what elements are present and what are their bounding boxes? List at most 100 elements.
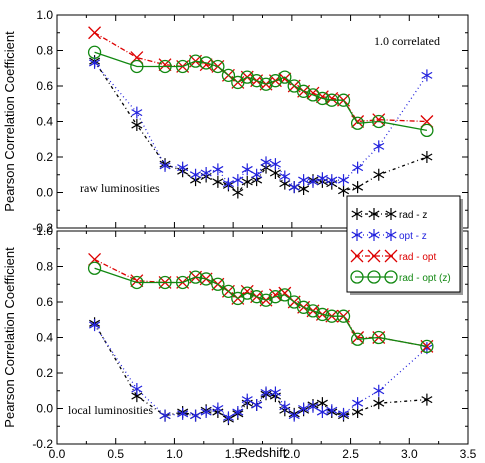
- data-point: [288, 409, 300, 422]
- data-point: [268, 74, 283, 88]
- data-point: [338, 184, 350, 197]
- data-point: [278, 70, 292, 84]
- panel-bottom-series-opt-z: [89, 319, 433, 424]
- data-point: [249, 74, 264, 88]
- panel-top-ytick-label: 0.2: [36, 150, 53, 164]
- data-point: [222, 411, 234, 424]
- data-point: [190, 409, 202, 422]
- legend-marker: [350, 249, 364, 263]
- data-point: [87, 45, 102, 59]
- data-point: [211, 59, 225, 74]
- data-point: [278, 288, 292, 302]
- data-point: [326, 404, 338, 417]
- legend-marker: [351, 229, 363, 241]
- data-point: [296, 84, 311, 98]
- panel-top-series-rad-opt-z: [87, 45, 434, 138]
- data-point: [88, 26, 102, 40]
- data-point: [240, 70, 254, 84]
- legend-entry: rad - opt: [350, 249, 436, 263]
- data-point: [260, 156, 272, 169]
- data-point: [279, 170, 291, 183]
- data-point: [338, 174, 350, 187]
- data-point: [268, 290, 283, 304]
- data-point: [131, 106, 143, 119]
- data-point: [288, 181, 300, 194]
- data-point: [260, 386, 272, 399]
- data-point: [315, 91, 330, 106]
- data-point: [338, 407, 350, 420]
- panel-top-ytick-label: 0.8: [36, 44, 53, 58]
- panel-top-ytick-label: -0.2: [32, 221, 53, 235]
- panel-bottom-xtick-label: 3.5: [460, 447, 477, 461]
- data-point: [240, 286, 254, 300]
- panel-bottom-xtick-label: 3.0: [401, 447, 418, 461]
- legend-marker: [384, 249, 398, 263]
- data-point: [420, 339, 434, 354]
- series-line: [94, 51, 428, 132]
- data-point: [373, 140, 385, 153]
- panel-bottom-xtick-label: 2.5: [342, 447, 359, 461]
- data-point: [279, 400, 291, 413]
- data-point: [89, 319, 101, 332]
- panel-bottom-xtick-label: 2.0: [284, 447, 301, 461]
- data-point: [325, 91, 339, 105]
- data-point: [372, 330, 386, 345]
- data-point: [159, 159, 171, 172]
- data-point: [306, 88, 320, 102]
- panel-top-series-opt-z: [89, 56, 433, 194]
- panel-bottom-xlabel: Redshift: [239, 445, 287, 460]
- data-point: [131, 382, 143, 395]
- data-point: [298, 402, 310, 415]
- panel-bottom-ytick-label: 1.0: [36, 224, 53, 238]
- data-point: [326, 174, 338, 187]
- panel-top-ytick-label: 0.6: [36, 79, 53, 93]
- data-point: [222, 177, 234, 190]
- data-point: [200, 406, 212, 419]
- data-point: [232, 406, 244, 419]
- data-point: [269, 158, 281, 171]
- data-point: [316, 406, 328, 419]
- data-point: [316, 172, 328, 185]
- data-point: [212, 175, 224, 188]
- data-point: [241, 163, 253, 176]
- legend-label: rad - z: [399, 210, 427, 221]
- panel-bottom-xtick-label: 0.0: [49, 447, 66, 461]
- data-point: [249, 290, 264, 304]
- annotation-correlated: 1.0 correlated: [374, 34, 440, 48]
- data-point: [373, 384, 385, 397]
- legend-label: rad - opt: [399, 252, 436, 263]
- data-point: [158, 275, 172, 290]
- data-point: [232, 186, 244, 199]
- legend-entry: opt - z: [351, 229, 427, 242]
- panel-bottom-ytick-label: 0.4: [36, 331, 53, 345]
- panel-bottom-series-rad-opt-z: [87, 261, 434, 354]
- legend-marker: [368, 229, 380, 241]
- data-point: [241, 175, 253, 188]
- series-line: [94, 267, 428, 348]
- data-point: [175, 275, 190, 290]
- data-point: [421, 151, 433, 163]
- data-point: [352, 181, 364, 194]
- data-point: [259, 77, 273, 91]
- series-line: [94, 32, 427, 123]
- legend-label: opt - z: [399, 231, 427, 242]
- annotation-local-luminosities: local luminosities: [68, 403, 153, 417]
- data-point: [158, 59, 172, 74]
- legend-entry: rad - opt (z): [350, 270, 451, 284]
- data-point: [232, 174, 244, 187]
- data-point: [87, 261, 102, 275]
- data-point: [269, 386, 281, 399]
- legend-label: rad - opt (z): [399, 273, 451, 284]
- legend-marker: [351, 208, 363, 220]
- panel-bottom-ylabel: Pearson Correlation Coefficient: [2, 247, 17, 428]
- data-point: [200, 166, 212, 179]
- data-point: [336, 93, 351, 107]
- data-point: [373, 397, 385, 410]
- data-point: [159, 409, 171, 422]
- data-point: [221, 68, 236, 82]
- data-point: [221, 284, 236, 299]
- data-point: [298, 174, 310, 187]
- panel-top-ytick-label: 0.4: [36, 115, 53, 129]
- data-point: [420, 123, 434, 138]
- data-point: [259, 293, 273, 307]
